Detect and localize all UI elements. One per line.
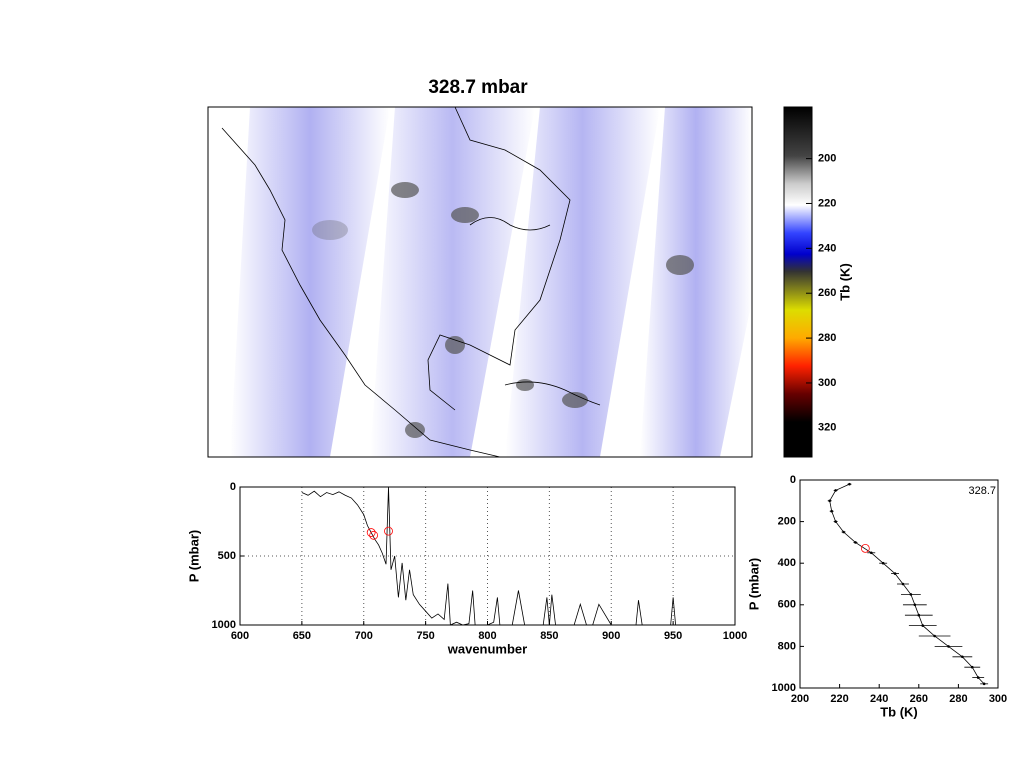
highlight-marker (860, 543, 870, 553)
colorbar-tick-label: 320 (818, 422, 836, 434)
profile-point (828, 499, 831, 503)
y-tick-label: 0 (790, 474, 796, 486)
colorbar-tick-label: 220 (818, 197, 836, 209)
plot-frame (239, 486, 736, 626)
colorbar (783, 106, 813, 458)
profile-point (901, 582, 905, 586)
x-tick-label: 200 (791, 693, 809, 705)
y-axis-label: P (mbar) (746, 558, 761, 611)
x-tick-label: 700 (355, 630, 373, 642)
profile-point (976, 676, 980, 679)
profile-point (881, 561, 885, 565)
profile-point (854, 541, 857, 544)
y-tick-label: 1000 (772, 682, 796, 694)
x-tick-label: 260 (910, 693, 928, 705)
colorbar-tick-label: 200 (818, 153, 836, 165)
colorbar-tick-label: 300 (818, 377, 836, 389)
annotation: 328.7 (968, 485, 996, 497)
plot-frame (799, 479, 999, 689)
profile-point (917, 613, 921, 617)
highlight-marker (384, 526, 393, 536)
profile-point (848, 482, 851, 486)
x-tick-label: 280 (949, 693, 967, 705)
map-title: 328.7 mbar (428, 77, 528, 98)
profile-point (947, 645, 950, 648)
profile-point (893, 572, 897, 575)
x-tick-label: 300 (989, 693, 1007, 705)
y-tick-label: 200 (778, 516, 796, 528)
colorbar-tick-label: 240 (818, 242, 836, 254)
profile-point (842, 530, 845, 534)
x-axis-label: Tb (K) (880, 704, 918, 719)
x-tick-label: 850 (540, 630, 558, 642)
x-tick-label: 1000 (723, 630, 747, 642)
profile-point (961, 655, 964, 659)
profile-point (869, 551, 873, 555)
profile-point (913, 603, 917, 607)
y-tick-label: 800 (778, 640, 796, 652)
x-tick-label: 650 (293, 630, 311, 642)
profile-point (909, 593, 913, 596)
colorbar-tick-label: 280 (818, 332, 836, 344)
highlight-marker (366, 528, 376, 537)
map (207, 106, 753, 458)
colorbar-label: Tb (K) (837, 263, 852, 301)
x-tick-label: 240 (870, 693, 888, 705)
x-tick-label: 600 (231, 630, 249, 642)
colorbar-tick-label: 260 (818, 287, 836, 299)
y-tick-label: 1000 (212, 619, 236, 631)
y-axis-label: P (mbar) (186, 530, 201, 583)
y-tick-label: 0 (230, 481, 236, 493)
profile-point (921, 624, 925, 627)
profile-point (834, 520, 837, 523)
x-axis-label: wavenumber (447, 641, 527, 656)
y-tick-label: 400 (778, 557, 796, 569)
x-tick-label: 800 (478, 630, 496, 642)
x-tick-label: 900 (602, 630, 620, 642)
profile-point (970, 665, 974, 669)
highlight-marker (369, 530, 379, 540)
x-tick-label: 220 (830, 693, 848, 705)
profile-point (834, 489, 837, 492)
spectrum-line (301, 486, 735, 626)
x-tick-label: 950 (664, 630, 682, 642)
y-tick-label: 500 (218, 550, 236, 562)
profile-point (933, 634, 936, 638)
x-tick-label: 750 (416, 630, 434, 642)
y-tick-label: 600 (778, 599, 796, 611)
profile-point (982, 682, 986, 686)
profile-point (830, 509, 833, 513)
